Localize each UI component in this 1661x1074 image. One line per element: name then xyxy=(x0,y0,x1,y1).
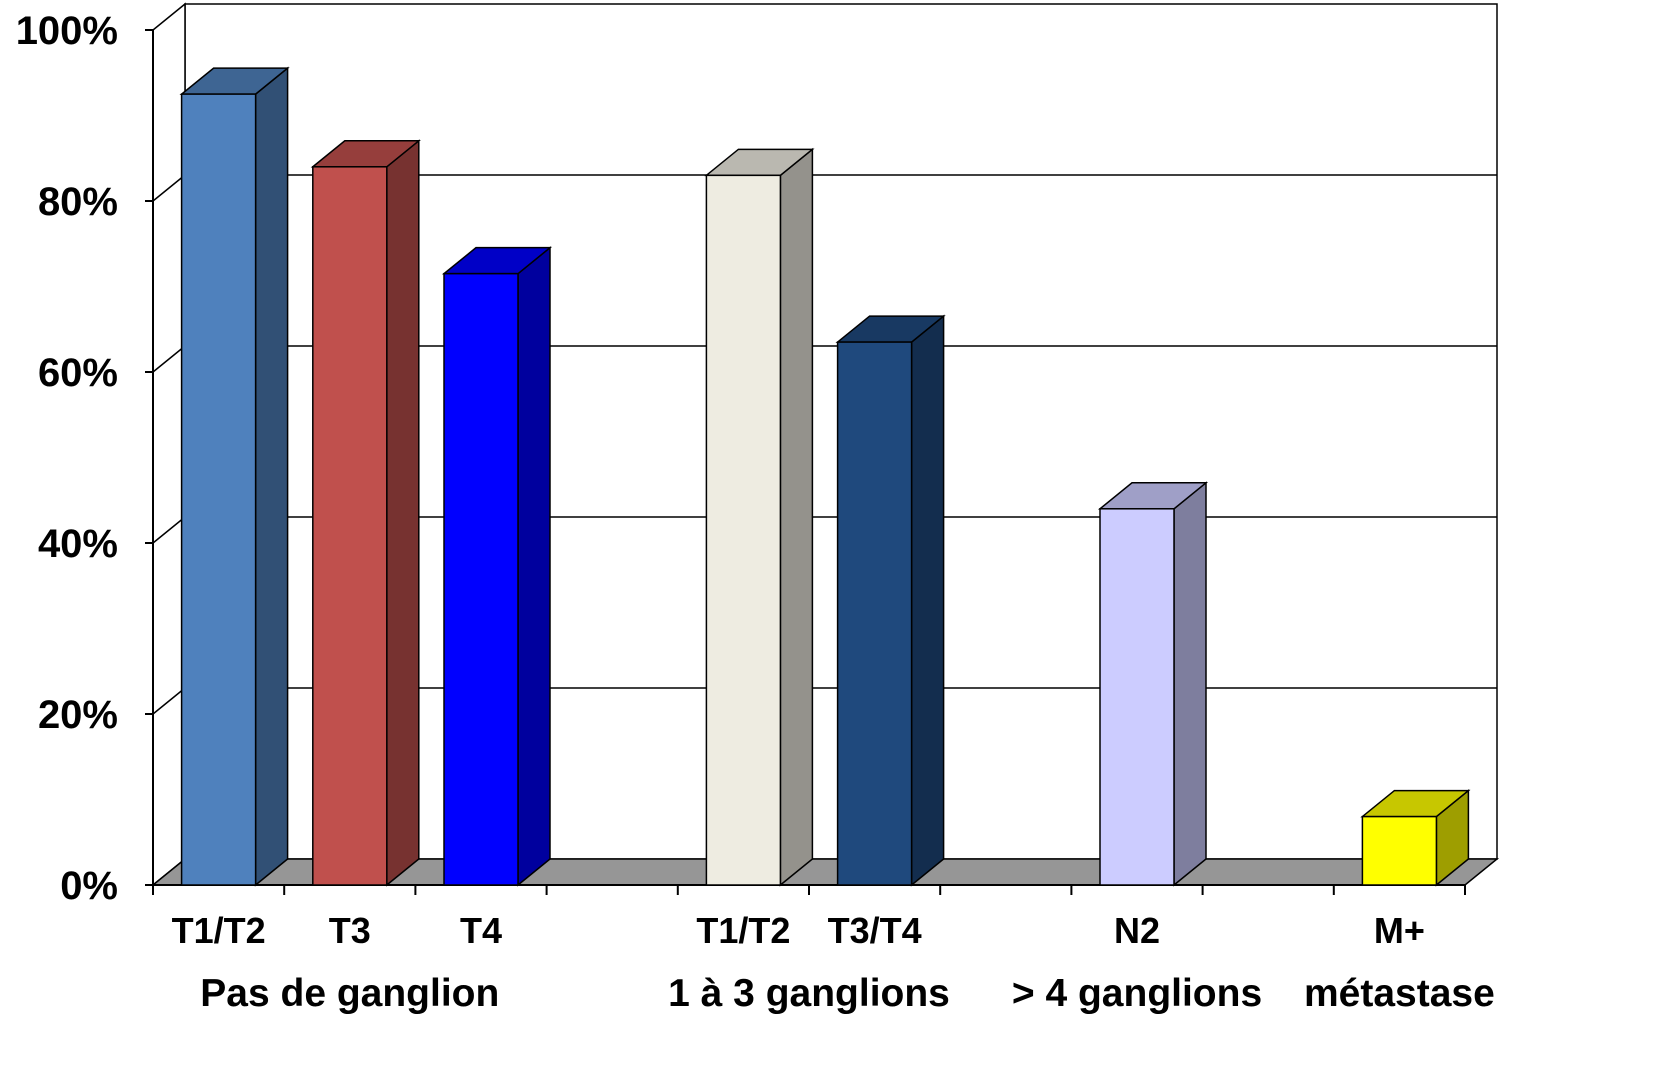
bar xyxy=(441,246,553,887)
bar xyxy=(310,139,421,887)
bar xyxy=(1097,481,1209,887)
gridline-side xyxy=(152,687,186,715)
bar xyxy=(835,314,946,887)
group-label: métastase xyxy=(1304,972,1495,1015)
category-label: T4 xyxy=(460,910,502,951)
y-tick-labels: 0% 20% 40% 60% 80% 100% xyxy=(16,9,118,908)
bar xyxy=(179,66,290,887)
group-label: > 4 ganglions xyxy=(1012,972,1262,1015)
group-labels: Pas de ganglion 1 à 3 ganglions > 4 gangli… xyxy=(200,972,1495,1015)
y-tick-label: 100% xyxy=(16,9,118,53)
bar-side xyxy=(254,66,289,887)
bar-side xyxy=(386,139,420,887)
category-label: M+ xyxy=(1374,910,1425,951)
bars xyxy=(179,66,1471,887)
bar-front xyxy=(312,166,388,886)
bar-side xyxy=(517,246,551,887)
y-tick-label: 40% xyxy=(38,522,118,566)
gridline-side xyxy=(152,174,186,202)
y-tick-label: 60% xyxy=(38,351,118,395)
y-tick-label: 20% xyxy=(38,693,118,737)
bar-side xyxy=(910,314,945,887)
bar-front xyxy=(705,174,782,886)
y-tick-label: 80% xyxy=(38,180,118,224)
bar-front xyxy=(180,93,257,886)
category-label: N2 xyxy=(1114,910,1160,951)
bar-side xyxy=(779,147,814,887)
category-label: T1/T2 xyxy=(696,910,790,951)
bar-front xyxy=(1361,815,1438,886)
group-label: Pas de ganglion xyxy=(200,972,499,1015)
bar-front xyxy=(836,341,913,886)
gridline-side xyxy=(152,345,186,373)
y-tick-label: 0% xyxy=(60,864,118,908)
bar-side xyxy=(1173,481,1207,887)
category-label: T3 xyxy=(329,910,371,951)
category-label: T1/T2 xyxy=(172,910,266,951)
group-label: 1 à 3 ganglions xyxy=(668,972,950,1015)
bar-front xyxy=(1099,508,1175,886)
gridline-side xyxy=(152,516,186,544)
category-label: T3/T4 xyxy=(828,910,922,951)
category-labels: T1/T2 T3 T4 T1/T2 T3/T4 N2 M+ xyxy=(172,910,1425,951)
bar xyxy=(704,147,815,887)
bar-front xyxy=(443,272,519,886)
bar xyxy=(1360,789,1471,887)
side-wall xyxy=(152,2,186,887)
